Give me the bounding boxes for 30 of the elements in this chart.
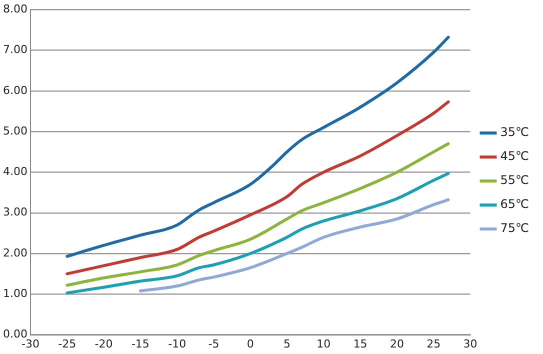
legend-label: 65℃ (500, 197, 530, 212)
y-tick-label: 2.00 (2, 246, 28, 260)
legend-label: 55℃ (500, 173, 530, 188)
x-tick-label: 30 (463, 337, 478, 350)
line-series (66, 100, 450, 276)
x-tick-label: -20 (94, 337, 113, 350)
legend-label: 35℃ (500, 125, 530, 140)
line-series (66, 172, 450, 294)
x-tick-label: -15 (131, 337, 150, 350)
y-tick-label: 8.00 (2, 2, 28, 16)
x-tick-label: 20 (390, 337, 404, 350)
line-series (138, 198, 450, 292)
y-tick-label: 5.00 (2, 124, 28, 138)
legend-label: 45℃ (500, 149, 530, 164)
x-tick-label: 10 (316, 337, 331, 350)
line-series (66, 142, 450, 287)
y-tick-label: 7.00 (2, 43, 28, 56)
x-tick-label: -5 (208, 337, 220, 350)
legend-label: 75℃ (500, 221, 530, 236)
x-tick-label: 0 (246, 337, 254, 350)
line-series (66, 36, 450, 258)
y-tick-label: 6.00 (2, 84, 28, 97)
x-tick-label: -25 (58, 337, 76, 350)
x-tick-label: 15 (353, 337, 368, 350)
x-tick-label: -10 (168, 337, 186, 350)
y-tick-label: 4.00 (2, 165, 28, 178)
x-tick-label: 25 (426, 337, 441, 350)
y-tick-label: 1.00 (2, 287, 28, 300)
y-tick-label: 3.00 (2, 206, 28, 219)
x-tick-label: 5 (284, 337, 291, 350)
